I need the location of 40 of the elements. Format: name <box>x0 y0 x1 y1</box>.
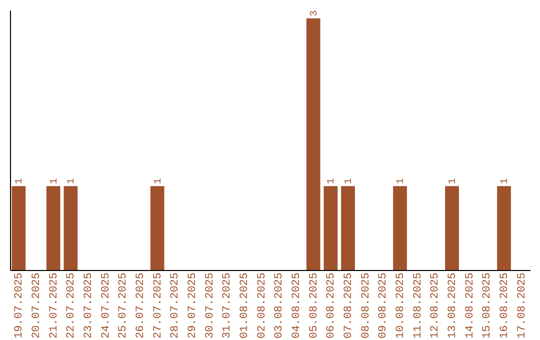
x-tick-label: 20.07.2025 <box>31 272 43 339</box>
data-label: 1 <box>66 178 78 184</box>
data-label: 1 <box>396 178 407 184</box>
x-tick-label: 12.08.2025 <box>430 272 442 339</box>
data-label: 1 <box>326 178 338 184</box>
x-tick-label: 31.07.2025 <box>222 272 234 339</box>
x-tick-label: 05.08.2025 <box>308 272 320 339</box>
x-tick-label: 23.07.2025 <box>83 272 95 339</box>
x-tick-label: 02.08.2025 <box>256 272 268 339</box>
data-label: 1 <box>448 178 459 184</box>
data-label: 1 <box>14 178 26 184</box>
x-tick-label: 11.08.2025 <box>412 272 424 339</box>
data-label: 1 <box>153 178 164 184</box>
x-tick-label: 27.07.2025 <box>152 272 164 339</box>
x-tick-label: 26.07.2025 <box>135 272 147 339</box>
x-tick-label: 04.08.2025 <box>291 272 303 339</box>
x-tick-label: 25.07.2025 <box>118 272 130 339</box>
x-tick-label: 14.08.2025 <box>464 272 476 339</box>
data-label: 1 <box>500 178 511 184</box>
x-tick-label: 22.07.2025 <box>66 272 78 339</box>
x-tick-label: 08.08.2025 <box>360 272 372 339</box>
x-tick-label: 30.07.2025 <box>204 272 216 339</box>
x-tick-label: 24.07.2025 <box>100 272 112 339</box>
x-tick-label: 16.08.2025 <box>499 272 511 339</box>
x-tick-label: 13.08.2025 <box>447 272 459 339</box>
x-tick-label: 06.08.2025 <box>326 272 338 339</box>
x-tick-label: 07.08.2025 <box>343 272 355 339</box>
x-tick-label: 03.08.2025 <box>274 272 286 339</box>
x-tick-label: 10.08.2025 <box>395 272 407 339</box>
x-tick-label: 17.08.2025 <box>516 272 528 339</box>
x-tick-label: 01.08.2025 <box>239 272 251 339</box>
data-label: 1 <box>49 178 60 184</box>
x-tick-label: 19.07.2025 <box>14 272 26 339</box>
x-tick-label: 15.08.2025 <box>482 272 494 339</box>
data-label: 1 <box>344 178 355 184</box>
x-tick-label: 21.07.2025 <box>48 272 60 339</box>
x-tick-label: 29.07.2025 <box>187 272 199 339</box>
x-tick-label: 28.07.2025 <box>170 272 182 339</box>
data-label: 3 <box>309 10 320 16</box>
x-tick-label: 09.08.2025 <box>378 272 390 339</box>
